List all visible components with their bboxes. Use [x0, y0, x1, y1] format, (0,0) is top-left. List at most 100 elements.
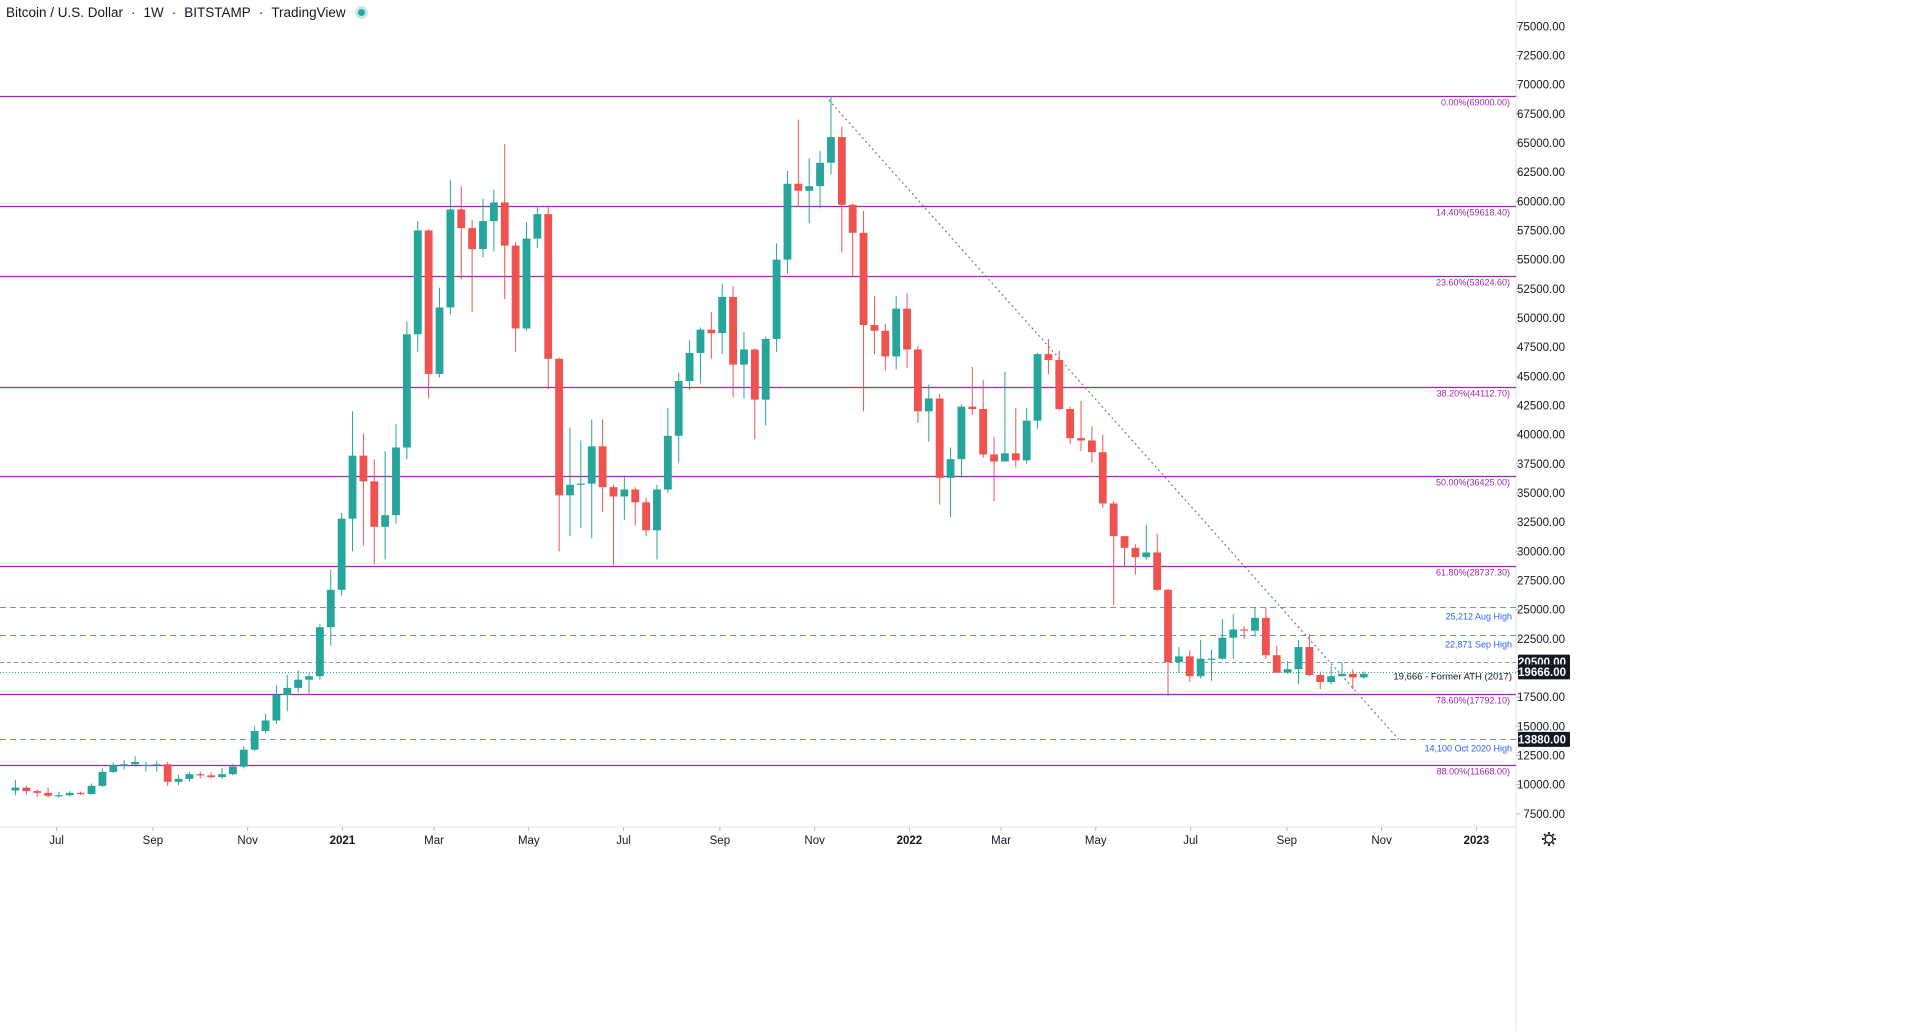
candle-body-up [55, 795, 63, 797]
candle-body-up [1327, 676, 1336, 683]
price-tag-box [1518, 731, 1570, 747]
price-tick-label: 15000.00 [1517, 721, 1565, 733]
candle-body-up [663, 435, 672, 490]
gear-icon-tooth [1543, 833, 1547, 837]
candle-body-down [979, 408, 988, 455]
legend-sep-1: · [131, 4, 136, 20]
price-tick-label: 22500.00 [1517, 634, 1565, 646]
candle-body-up [250, 731, 259, 750]
time-tick-label: Nov [1371, 835, 1392, 847]
time-tick-label: Mar [424, 835, 444, 847]
price-tick-label: 52500.00 [1517, 284, 1565, 296]
candle-body-down [1087, 440, 1096, 453]
candle-body-up [1283, 669, 1292, 673]
level-labels: 0.00%(69000.00) 14.40%(59618.40) 23.60%(53… [1393, 98, 1512, 777]
candle-body-down [44, 792, 52, 796]
candle-body-down [707, 329, 716, 334]
gear-icon-tooth [1543, 841, 1547, 845]
time-tick-label: 2021 [330, 835, 356, 847]
fib-level-label: 88.00%(11668.00) [1437, 767, 1510, 777]
time-tick-label: May [1085, 835, 1107, 847]
fib-level-label: 23.60%(53624.60) [1436, 278, 1510, 288]
symbol-name[interactable]: Bitcoin / U.S. Dollar [6, 4, 124, 20]
candle-body-down [511, 245, 520, 329]
candle-body-up [337, 518, 346, 590]
candle-body-up [413, 230, 422, 335]
candle-body-up [946, 459, 955, 478]
candle-body-up [1251, 617, 1259, 631]
price-tick-label: 32500.00 [1517, 517, 1565, 529]
price-tick-label: 67500.00 [1517, 109, 1565, 121]
candle-body-down [598, 446, 607, 488]
candle-body-up [957, 406, 966, 460]
symbol-legend: Bitcoin / U.S. Dollar · 1W · BITSTAMP · … [6, 3, 369, 21]
candle-body-up [109, 764, 118, 772]
candle-body-down [1109, 503, 1118, 537]
gear-icon[interactable] [1542, 832, 1556, 846]
candle-body-up [228, 766, 237, 775]
candle-body-up [65, 792, 74, 796]
price-tag-label: 13880.00 [1518, 734, 1566, 746]
gear-icon-tooth [1551, 833, 1555, 837]
price-tick-label: 30000.00 [1517, 546, 1565, 558]
candle-body-down [1011, 453, 1020, 461]
time-tick-label: May [518, 835, 540, 847]
candle-body-down [631, 489, 640, 503]
price-tick-label: 50000.00 [1517, 313, 1565, 325]
price-tick-label: 10000.00 [1517, 780, 1565, 792]
candle-body-up [174, 778, 183, 782]
candle-body-up [696, 329, 705, 353]
candle-body-up [479, 221, 487, 250]
fib-level-label: 0.00%(69000.00) [1441, 98, 1510, 108]
candle-body-down [500, 202, 509, 246]
price-tick-label: 62500.00 [1517, 167, 1565, 179]
candle-body-up [1218, 637, 1227, 659]
price-tick-label: 57500.00 [1517, 225, 1565, 237]
candle-body-up [783, 183, 792, 260]
candle-body-up [348, 455, 357, 519]
candle-body-down [837, 137, 846, 205]
fib-level-label: 78.60%(17792.10) [1436, 696, 1510, 706]
candle-body-up [218, 774, 226, 778]
price-tick-label: 7500.00 [1523, 809, 1565, 821]
candle-body-up [272, 694, 281, 721]
gear-icon-hub [1544, 834, 1554, 844]
candle-body-up [533, 214, 542, 239]
candle-body-down [914, 349, 922, 412]
price-tick-label: 65000.00 [1517, 138, 1565, 150]
candle-body-down [457, 209, 466, 229]
candle-body-up [566, 484, 574, 496]
candle-body-up [805, 186, 814, 191]
price-tick-label: 42500.00 [1517, 400, 1565, 412]
price-tick-label: 27500.00 [1517, 576, 1565, 588]
candle-body-down [359, 455, 368, 482]
candles [11, 96, 1368, 798]
candle-body-down [642, 502, 651, 531]
candle-body-up [239, 749, 248, 767]
candle-body-up [1196, 658, 1205, 677]
horizontal-level-label: 14,100 Oct 2020 High [1424, 744, 1512, 754]
candle-body-up [1033, 354, 1042, 421]
candle-body-down [935, 398, 944, 478]
candle-body-down [544, 214, 553, 359]
candle-body-down [1261, 617, 1270, 656]
candle-body-up [924, 398, 933, 412]
price-tag-label: 19666.00 [1518, 667, 1566, 679]
candle-body-down [1164, 589, 1172, 663]
candle-body-down [22, 787, 31, 792]
interval-label[interactable]: 1W [143, 4, 164, 20]
candle-body-down [1240, 629, 1249, 631]
candle-body-down [870, 324, 879, 331]
candle-body-down [1077, 438, 1085, 441]
price-tick-label: 17500.00 [1517, 692, 1565, 704]
candle-body-down [163, 764, 172, 782]
price-tick-label: 40000.00 [1517, 430, 1565, 442]
candle-body-down [1131, 547, 1140, 558]
candle-body-up [892, 308, 901, 357]
price-tick-label: 47500.00 [1517, 342, 1565, 354]
candle-body-up [120, 764, 129, 766]
price-tag-box [1518, 664, 1570, 680]
candle-body-up [392, 447, 400, 516]
